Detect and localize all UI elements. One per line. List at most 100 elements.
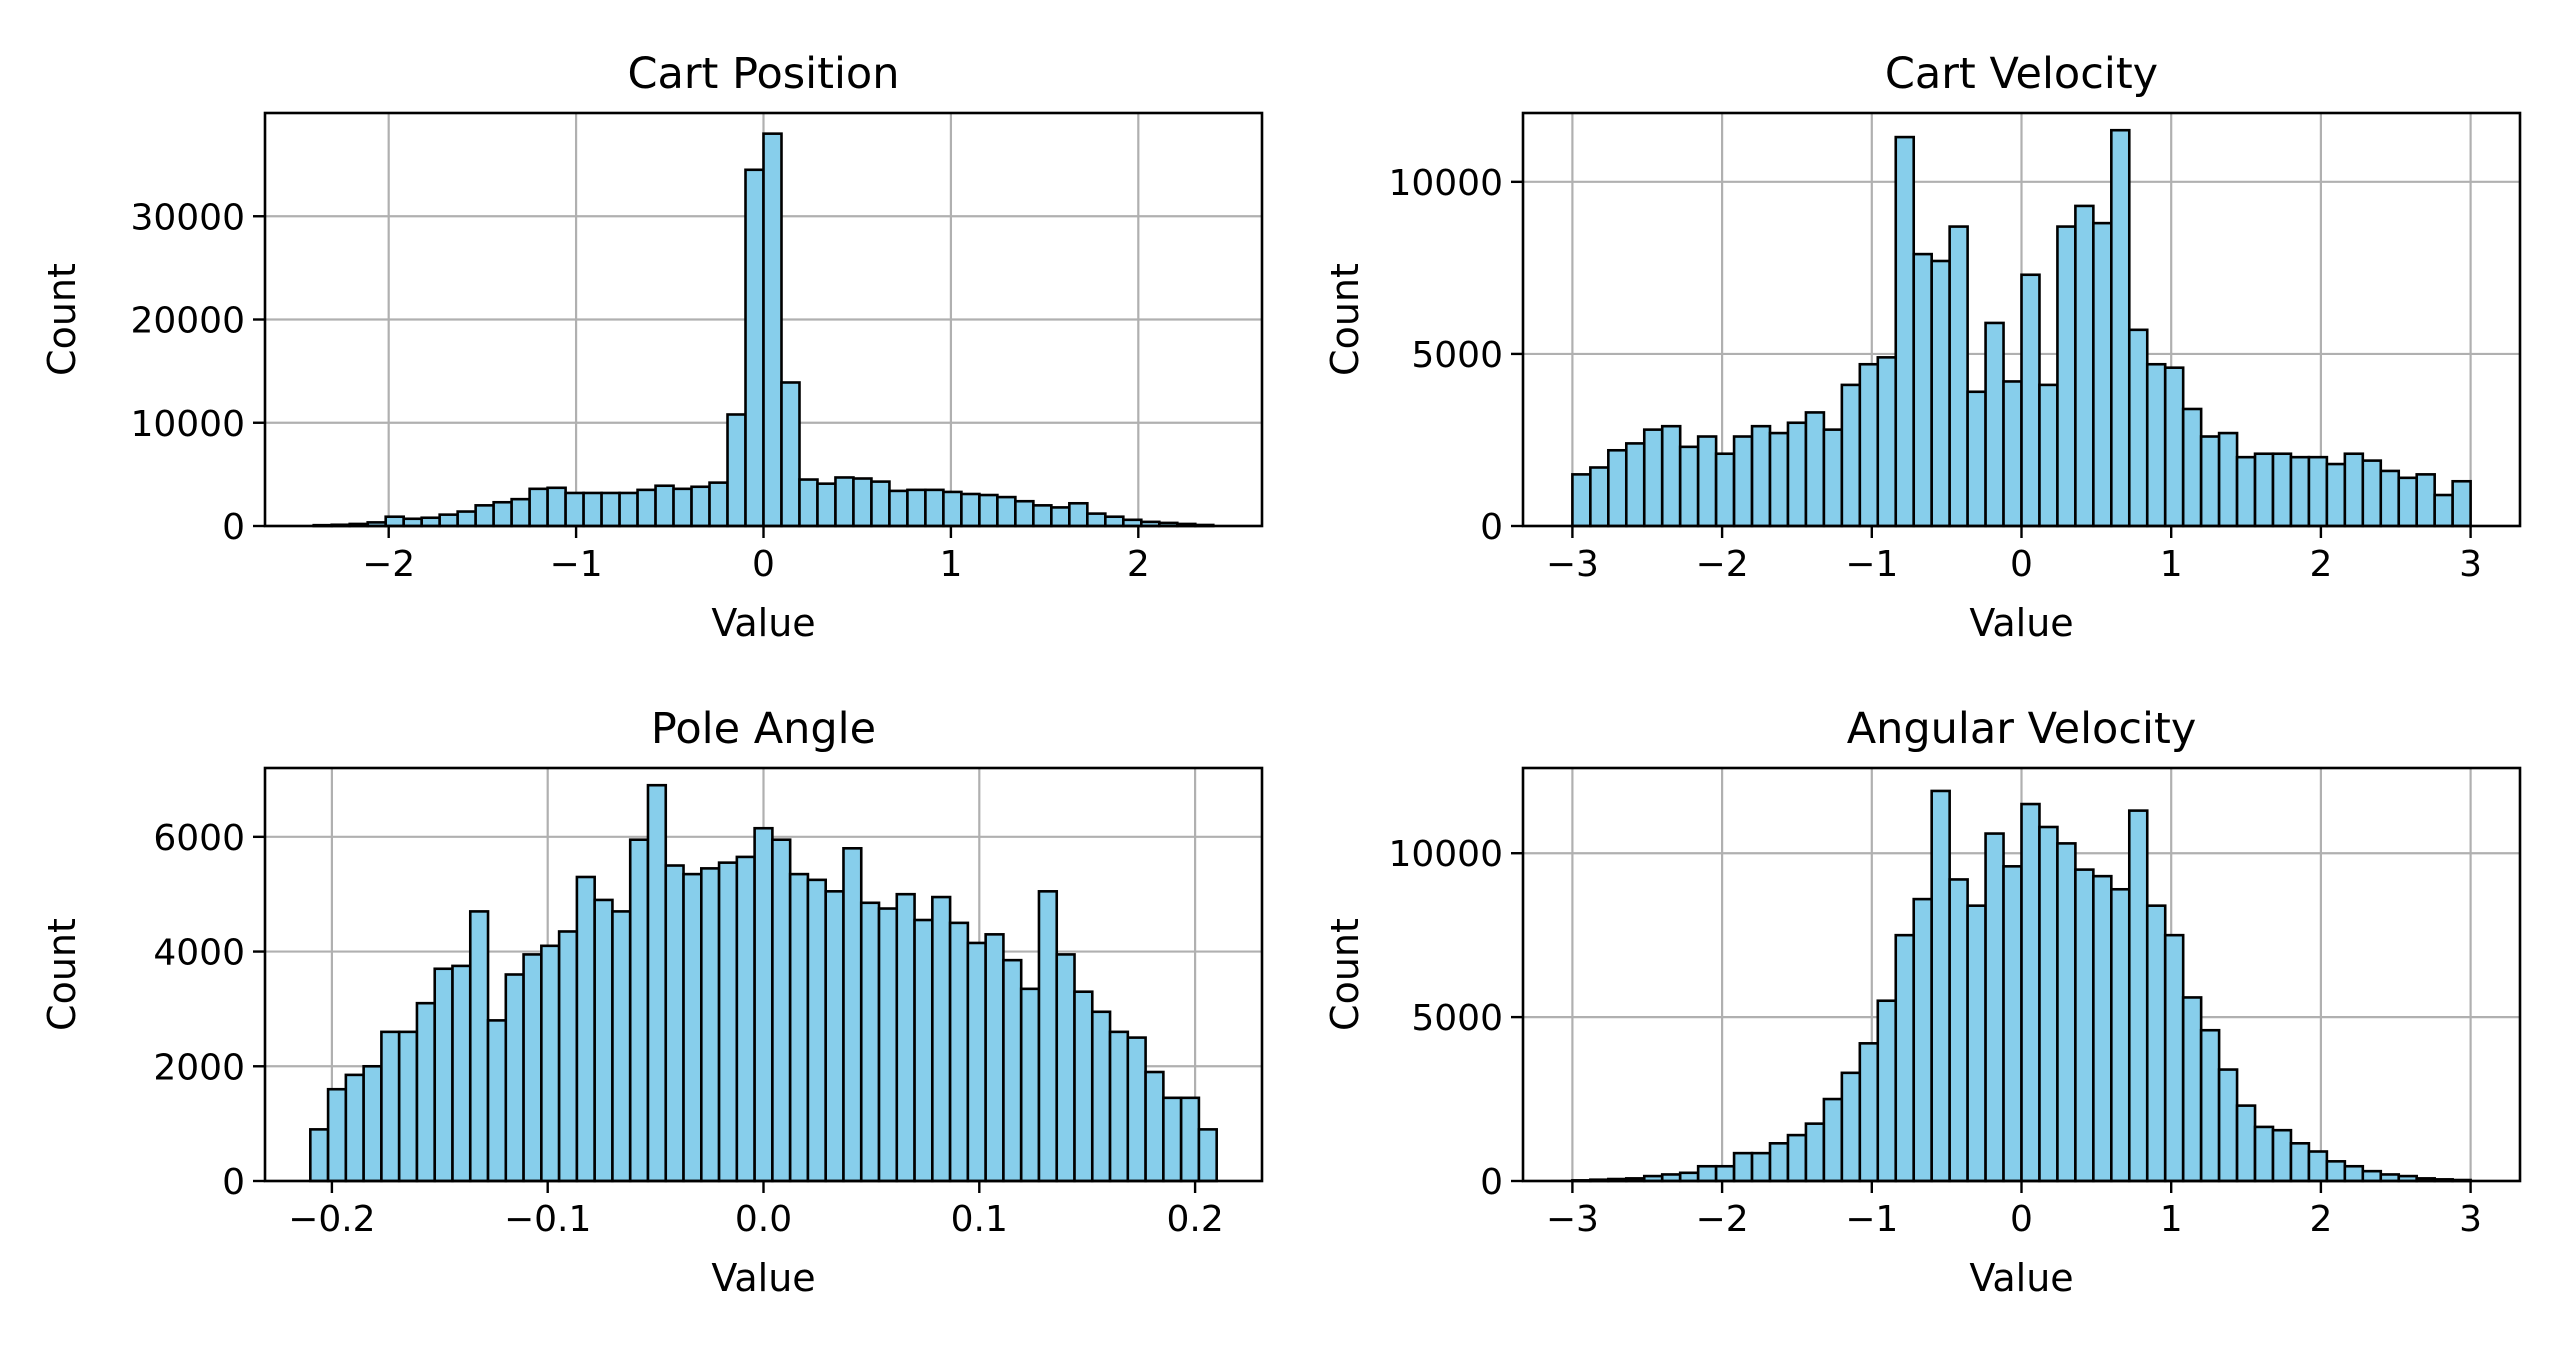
x-tick-label: −1 [1845, 544, 1898, 585]
histogram-bar [2074, 204, 2095, 528]
histogram-bar [1696, 435, 1718, 528]
histogram-bar [895, 892, 916, 1183]
histogram-bar [1179, 1096, 1201, 1183]
histogram-bar [1086, 512, 1107, 528]
histogram-bar [1714, 452, 1736, 528]
histogram-bar [1696, 1164, 1718, 1183]
histogram-bar [2056, 842, 2077, 1183]
x-tick-label: 2 [2309, 544, 2332, 585]
histogram-bar [451, 964, 472, 1183]
histogram-bar [1197, 1128, 1218, 1183]
histogram-bar [1068, 501, 1089, 528]
histogram-bar [1019, 987, 1041, 1183]
x-tick-label: −0.2 [288, 1199, 375, 1240]
panel-title: Cart Position [627, 49, 899, 99]
histogram-bar [870, 480, 891, 528]
histogram-bar [1073, 990, 1094, 1183]
histogram-bar [2253, 1125, 2275, 1183]
histogram-bar [1786, 421, 1808, 528]
histogram-bar [1912, 252, 1933, 528]
x-tick-label: −3 [1546, 1199, 1599, 1240]
histogram-bar [2235, 455, 2257, 528]
y-axis-label: Count [1323, 263, 1367, 376]
histogram-bar [1714, 1164, 1736, 1183]
y-tick-label: 30000 [130, 197, 245, 238]
histogram-bar [859, 901, 881, 1183]
y-axis-label: Count [40, 263, 84, 376]
histogram-bar [960, 492, 981, 528]
histogram-bar [1104, 515, 1125, 528]
histogram-bar [2145, 362, 2167, 528]
x-tick-label: 0.1 [951, 1199, 1008, 1240]
y-tick-label: 5000 [1411, 998, 1503, 1039]
histogram-bar [397, 1030, 419, 1183]
x-tick-label: 1 [939, 544, 962, 585]
y-axis-label: Count [40, 918, 84, 1031]
histogram-bar [1894, 933, 1916, 1183]
panel-title: Pole Angle [651, 704, 876, 754]
x-tick-label: 2 [2309, 1199, 2332, 1240]
histogram-bar [1768, 431, 1790, 528]
histogram-bar [456, 510, 477, 528]
y-tick-label: 2000 [153, 1047, 245, 1088]
y-tick-label: 0 [1480, 507, 1503, 548]
histogram-bar [2038, 825, 2059, 1183]
histogram-bar [1660, 424, 1682, 528]
histogram-bar [492, 500, 513, 528]
histogram-bar [1786, 1133, 1808, 1183]
histogram-bar [2325, 462, 2347, 528]
x-tick-label: 3 [2459, 544, 2482, 585]
x-tick-label: −2 [362, 544, 415, 585]
histogram-bar [1804, 1122, 1826, 1183]
y-tick-label: 10000 [1388, 834, 1503, 875]
histogram-bar [1108, 1030, 1130, 1183]
histogram-bar [816, 482, 837, 528]
y-axis-label: Count [1323, 918, 1367, 1031]
histogram-bar [1876, 999, 1898, 1183]
x-axis-label: Value [1969, 1256, 2073, 1300]
histogram-bar [906, 488, 927, 528]
histogram-bar [2361, 459, 2383, 528]
histogram-bar [1624, 442, 1646, 528]
panel-cart-position: −2 −1 0 1 2 0 10000 20000 30000 Cart Position Valu… [40, 49, 1264, 645]
histogram-bar [564, 491, 585, 528]
histogram-bar [753, 826, 774, 1183]
y-tick-label: 6000 [153, 818, 245, 859]
histogram-bar [1930, 789, 1951, 1183]
histogram-bar [2451, 479, 2472, 528]
histogram-bar [468, 910, 490, 1183]
histogram-bar [1876, 356, 1898, 528]
panel-title: Cart Velocity [1885, 49, 2158, 99]
histogram-bar [2020, 802, 2041, 1183]
histogram-bar [2433, 493, 2454, 528]
histogram-bar [1858, 362, 1880, 528]
histogram-bar [1840, 1071, 1862, 1183]
y-tick-label: 5000 [1411, 335, 1503, 376]
histogram-bar [2325, 1160, 2347, 1183]
x-axis-label: Value [711, 1256, 815, 1300]
histogram-bar [948, 921, 970, 1183]
histogram-bar [664, 864, 685, 1183]
histogram-bar [852, 477, 873, 528]
histogram-bar [611, 910, 632, 1183]
histogram-bar [2092, 221, 2113, 528]
histogram-bar [1966, 904, 1987, 1183]
histogram-bar [1126, 1036, 1147, 1183]
histogram-bar [2379, 469, 2401, 528]
histogram-bar [380, 1030, 401, 1183]
histogram-bar [546, 486, 567, 528]
histogram-bar [2289, 1142, 2311, 1183]
histogram-bar [672, 487, 693, 528]
histogram-bar [834, 476, 855, 528]
histogram-bar [699, 867, 721, 1183]
panel-cart-velocity: −3 −2 −1 0 1 2 3 0 5000 10000 Cart Velocity Value Co… [1323, 49, 2522, 645]
histogram-bar [646, 783, 668, 1183]
histogram-bar [1984, 321, 2005, 528]
histogram-bar [2361, 1169, 2383, 1183]
histogram-bar [1750, 1151, 1772, 1183]
histogram-bar [1840, 383, 1862, 528]
panel-title: Angular Velocity [1847, 704, 2197, 754]
histogram-bar [575, 875, 596, 1183]
histogram-bar [528, 487, 549, 528]
histogram-bar [384, 515, 405, 528]
